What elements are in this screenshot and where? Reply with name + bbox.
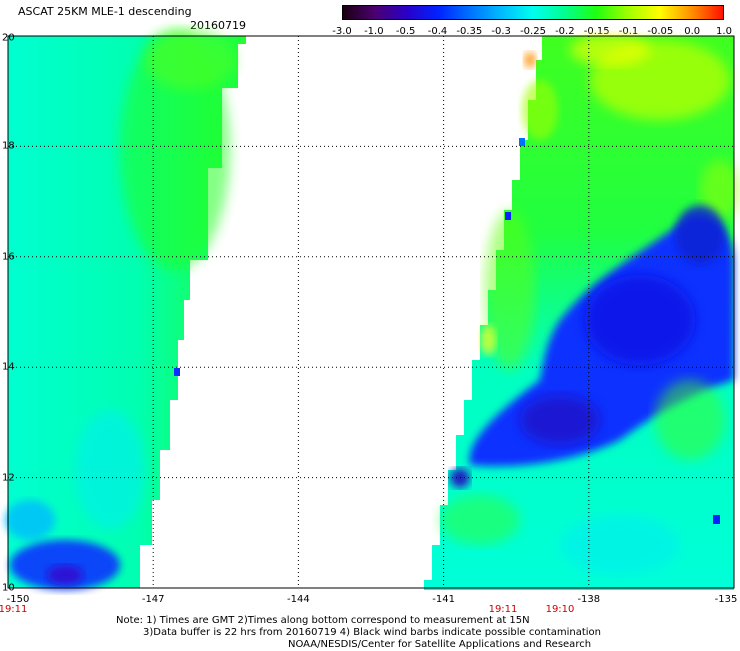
map-frame [7, 35, 735, 589]
east-lime-strip [522, 80, 558, 140]
latitude-label: 10 [2, 582, 15, 594]
west-blue-pixel [174, 368, 180, 376]
east-deep-blue-1 [585, 275, 695, 365]
east-swath [174, 34, 740, 590]
east-yellow-spot [480, 325, 496, 355]
colorbar-tick-label: -0.4 [427, 26, 448, 37]
colorbar-tick-label: -0.15 [583, 26, 610, 37]
colorbar-tick-label: -0.5 [395, 26, 416, 37]
note-line-2: 3)Data buffer is 22 hrs from 20160719 4)… [143, 627, 601, 638]
longitude-label: -144 [287, 594, 310, 605]
east-green-patch-right [655, 380, 725, 460]
east-deep-blue-2 [520, 395, 600, 445]
east-blue-pixel-3 [713, 515, 720, 524]
colorbar-tick-label: -0.35 [456, 26, 483, 37]
map-date: 20160719 [190, 19, 246, 32]
west-green-patch-top [145, 30, 235, 90]
west-cyan-patch [75, 410, 145, 530]
colorbar-tick-label: -0.25 [520, 26, 546, 37]
longitude-label: -150 [6, 594, 30, 605]
colorbar-tick-label: 1.0 [716, 26, 732, 37]
colorbar-tick-label: -0.1 [618, 26, 639, 37]
east-blue-pixel-2 [519, 138, 525, 146]
latitude-label: 20 [2, 32, 15, 44]
longitude-label: -135 [714, 594, 738, 605]
latitude-label: 12 [2, 472, 15, 484]
east-yellow-top [570, 34, 650, 66]
graticule [8, 36, 734, 588]
map-title: ASCAT 25KM MLE-1 descending [18, 5, 192, 18]
east-deep-blue-3 [675, 205, 725, 265]
colorbar-tick-label: -0.05 [647, 26, 674, 37]
east-blue-pixel-1 [505, 212, 511, 220]
longitude-label: -147 [141, 594, 165, 605]
time-label-mid2: 19:10 [545, 604, 575, 615]
time-label-left: 19:11 [0, 604, 28, 615]
note-line-1: Note: 1) Times are GMT 2)Times along bot… [116, 615, 530, 626]
latitude-label: 16 [2, 251, 15, 263]
colorbar-tick-label: -0.3 [491, 26, 511, 37]
west-dark-blue-patch [47, 565, 83, 585]
east-lime-patch [700, 160, 740, 220]
colorbar [342, 5, 724, 20]
note-line-3: NOAA/NESDIS/Center for Satellite Applica… [288, 639, 592, 650]
time-label-mid1: 19:11 [488, 604, 518, 615]
colorbar-tick-label: -3.0 [332, 26, 352, 37]
latitude-label: 18 [2, 140, 15, 152]
longitude-label: -138 [577, 594, 601, 605]
latitude-label: 14 [2, 361, 15, 373]
east-green-strip [485, 210, 535, 370]
colorbar-tick-label: 0.0 [684, 26, 701, 37]
west-green-patch [120, 30, 230, 270]
west-swath [5, 30, 246, 590]
west-blue-patch-1 [5, 500, 55, 540]
colorbar-tick-label: -1.0 [364, 26, 384, 37]
east-orange-spot [524, 52, 536, 68]
colorbar-tick-label: -0.2 [555, 26, 575, 37]
longitude-label: -141 [432, 594, 455, 605]
east-cyan-patch [560, 515, 680, 575]
east-green-patch-bottom [440, 495, 520, 545]
